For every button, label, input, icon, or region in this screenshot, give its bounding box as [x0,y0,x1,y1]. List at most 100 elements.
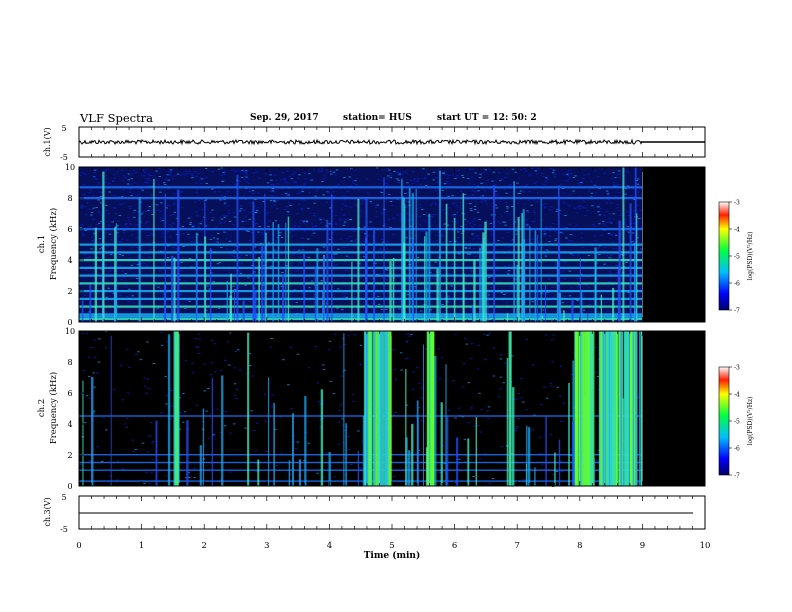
spectrogram-speckle [204,205,207,207]
spectrogram-speckle [525,409,528,411]
spectral-burst [606,331,610,486]
spectrogram-speckle [479,173,482,175]
spectral-burst [368,331,371,486]
spectral-line [79,480,643,482]
spectrogram-speckle [422,214,426,215]
spectrogram-speckle [429,272,432,274]
spectrogram-speckle [451,203,455,205]
spectrogram-speckle [532,210,535,212]
spectrogram-speckle [613,300,617,302]
spectrogram-speckle [472,247,476,249]
spectrogram-speckle [112,389,116,391]
spectrogram-speckle [478,458,482,460]
spectrogram-speckle [290,264,294,266]
spectrogram-speckle [334,215,338,216]
spectrogram-speckle [477,238,480,240]
spectrogram-speckle [359,210,363,212]
spectrogram-speckle [241,220,244,222]
spectrogram-speckle [377,262,381,264]
spectrogram-speckle [354,169,357,171]
spectrogram-speckle [323,175,327,177]
spectrogram-speckle [213,191,217,193]
spectrogram-speckle [314,195,317,197]
spectral-spike [383,177,385,322]
spectrogram-speckle [614,195,617,197]
spectrogram-speckle [107,287,110,289]
spectrogram-speckle [153,177,157,179]
spectrogram-speckle [342,247,346,249]
spectral-spike [89,284,92,322]
spectrogram-speckle [408,335,411,337]
spectrogram-speckle [435,177,438,179]
spectrogram-speckle [487,406,491,408]
spectrogram-speckle [141,442,145,444]
spectrogram-speckle [252,172,255,174]
spectral-spike [456,437,459,486]
spectrogram-speckle [490,310,493,312]
spectrogram-speckle [257,231,260,233]
spectrogram-speckle [145,181,148,183]
spectrogram-speckle [473,255,477,257]
spectrogram-speckle [607,199,611,201]
spectrogram-speckle [225,232,228,234]
spectrogram-speckle [157,198,161,200]
spectrogram-speckle [337,248,340,250]
spectrogram-speckle [526,223,530,225]
spectrogram-speckle [287,212,290,213]
station-label: station= HUS [343,113,412,123]
spectrogram-speckle [551,361,554,363]
spectrogram-speckle [335,169,339,171]
spectral-burst [378,331,381,486]
spectral-spike [439,170,441,322]
ch1-spec-ylabel-line2: Frequency (kHz) [48,208,59,280]
spectrogram-speckle [511,206,514,207]
spectrogram-speckle [323,281,327,283]
spectrogram-speckle [423,220,426,222]
spectrogram-speckle [137,256,140,258]
spectrogram-speckle [80,284,83,286]
spectrogram-speckle [150,210,154,212]
spectral-line [79,415,643,417]
spectrogram-speckle [575,224,578,226]
spectrogram-speckle [451,229,455,231]
spectrogram-speckle [127,254,131,256]
spectrogram-speckle [398,308,401,310]
spectral-spike [523,239,526,322]
spectrogram-speckle [289,205,292,206]
spectrogram-speckle [411,423,414,425]
spectrogram-speckle [105,331,108,333]
spectrogram-speckle [116,232,119,234]
spectrogram-speckle [586,210,590,212]
spectral-spike [403,243,406,322]
spectrogram-speckle [491,478,495,479]
spectrogram-speckle [460,225,463,227]
spectrogram-speckle [450,285,453,287]
spectral-spike [170,255,174,322]
spectral-spike [586,313,589,322]
spectrogram-speckle [529,167,533,169]
spectrogram-speckle [206,225,209,227]
spectrogram-speckle [90,214,93,216]
spectrogram-speckle [184,360,188,362]
spectrogram-speckle [420,230,424,232]
spectrogram-speckle [316,168,320,170]
spectrogram-speckle [620,234,623,236]
spectrogram-speckle [352,183,355,185]
spectrogram-speckle [243,179,246,181]
spectral-spike [629,203,632,322]
spectrogram-speckle [189,224,192,225]
spectrogram-speckle [332,172,336,174]
spectrogram-speckle [226,215,229,217]
spectrogram-speckle [100,280,104,282]
spectrogram-speckle [341,424,345,426]
spectrogram-speckle [451,174,454,176]
spectrogram-speckle [398,173,401,175]
spectrogram-speckle [400,178,404,179]
spectrogram-speckle [413,178,417,180]
spectrogram-speckle [325,452,328,454]
spectrogram-speckle [631,188,634,190]
spectrogram-speckle [627,273,630,275]
spectrogram-speckle [321,167,324,169]
spectrogram-speckle [323,288,327,290]
spectrogram-speckle [548,235,552,237]
